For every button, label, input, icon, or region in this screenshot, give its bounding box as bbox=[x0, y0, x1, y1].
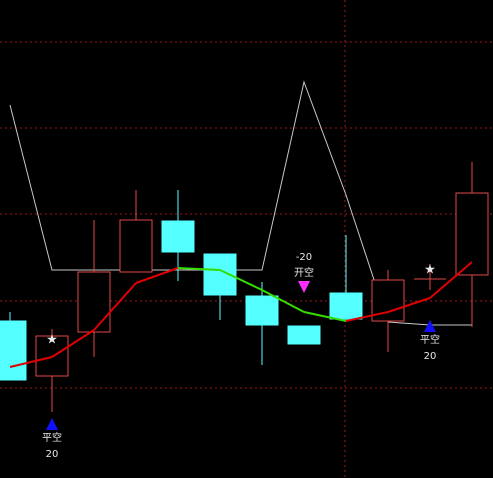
candle-body bbox=[119, 219, 153, 273]
candle-body bbox=[0, 320, 27, 381]
signal-arrow bbox=[46, 418, 58, 430]
signal-arrow bbox=[424, 320, 436, 332]
star: ★ bbox=[424, 263, 436, 278]
moving-average bbox=[429, 261, 473, 299]
candle-body bbox=[245, 295, 279, 326]
moving-average bbox=[387, 297, 431, 313]
signal-qty: -20 bbox=[296, 252, 312, 263]
moving-average bbox=[135, 267, 179, 284]
moving-average bbox=[219, 269, 263, 291]
candle-body bbox=[203, 253, 237, 296]
moving-average bbox=[93, 282, 137, 331]
moving-average bbox=[303, 311, 347, 322]
candle-body bbox=[329, 292, 363, 320]
candle-body bbox=[455, 192, 489, 276]
signal-qty: 20 bbox=[424, 351, 437, 362]
moving-average bbox=[9, 356, 53, 368]
signal-arrow bbox=[298, 281, 310, 293]
moving-average bbox=[345, 311, 389, 322]
moving-average bbox=[51, 329, 95, 358]
moving-average bbox=[177, 267, 221, 271]
signal-label: 平空 bbox=[42, 431, 62, 444]
star: ★ bbox=[46, 333, 58, 348]
candle-body bbox=[161, 220, 195, 253]
candle-body bbox=[77, 271, 111, 333]
signal-label: 平空 bbox=[420, 333, 440, 346]
indicator-line bbox=[9, 80, 472, 326]
signal-qty: 20 bbox=[46, 449, 59, 460]
signal-label: 开空 bbox=[294, 266, 314, 279]
candle-body bbox=[287, 325, 321, 345]
moving-average bbox=[261, 289, 305, 313]
